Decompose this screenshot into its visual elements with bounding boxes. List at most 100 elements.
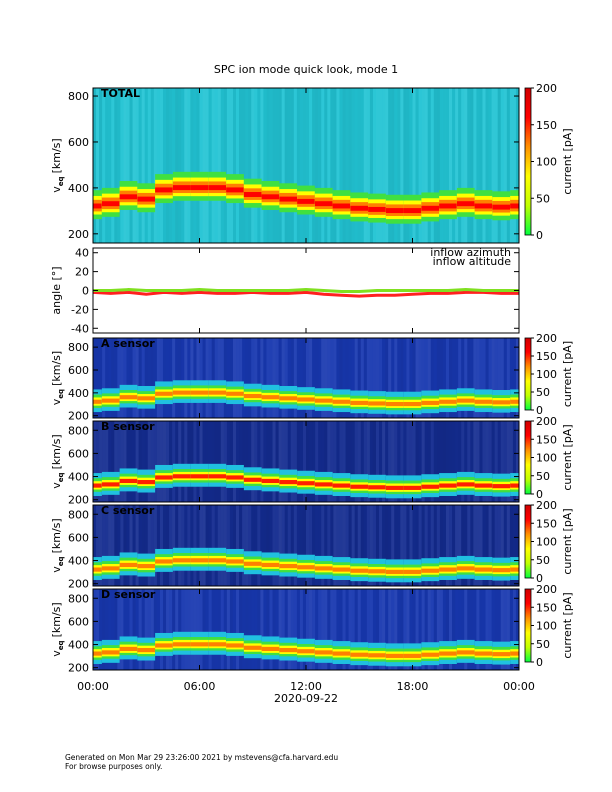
noise-stripe xyxy=(123,88,127,243)
spectrogram-band xyxy=(332,651,351,656)
spectrogram-band xyxy=(101,201,120,207)
noise-stripe xyxy=(299,589,303,670)
noise-stripe xyxy=(360,505,364,586)
noise-stripe xyxy=(333,88,337,243)
noise-stripe xyxy=(99,589,103,670)
noise-stripe xyxy=(506,421,510,502)
spectrogram-band xyxy=(261,646,280,652)
noise-stripe xyxy=(421,505,425,586)
noise-stripe xyxy=(412,505,416,586)
angle-line xyxy=(93,288,519,293)
noise-stripe xyxy=(208,88,212,243)
noise-stripe xyxy=(141,88,145,243)
spectrogram-band xyxy=(350,568,369,573)
noise-stripe xyxy=(442,338,446,418)
noise-stripe xyxy=(263,505,267,586)
noise-stripe xyxy=(458,421,462,502)
noise-stripe xyxy=(93,505,97,586)
noise-stripe xyxy=(360,338,364,418)
spectrogram-band xyxy=(155,391,173,396)
noise-stripe xyxy=(266,421,270,502)
panel-label: A sensor xyxy=(101,337,155,350)
noise-stripe xyxy=(339,88,343,243)
noise-stripe xyxy=(132,589,136,670)
noise-stripe xyxy=(439,338,443,418)
noise-stripe xyxy=(242,589,246,670)
noise-stripe xyxy=(403,589,407,670)
noise-stripe xyxy=(424,589,428,670)
noise-stripe xyxy=(111,421,115,502)
spectrogram-band xyxy=(474,651,493,656)
noise-stripe xyxy=(412,421,416,502)
spectrogram-band xyxy=(119,478,138,484)
noise-stripe xyxy=(132,505,136,586)
noise-stripe xyxy=(278,589,282,670)
noise-stripe xyxy=(202,338,206,418)
noise-stripe xyxy=(114,88,118,243)
noise-stripe xyxy=(391,505,395,586)
noise-stripe xyxy=(275,589,279,670)
spectrogram-band xyxy=(137,564,156,569)
noise-stripe xyxy=(287,338,291,418)
noise-stripe xyxy=(379,88,383,243)
noise-stripe xyxy=(245,589,249,670)
noise-stripe xyxy=(509,589,513,670)
noise-stripe xyxy=(196,589,200,670)
noise-stripe xyxy=(321,589,325,670)
noise-stripe xyxy=(506,88,510,243)
x-tick-label: 00:00 xyxy=(77,680,109,693)
noise-stripe xyxy=(269,589,273,670)
noise-stripe xyxy=(263,421,267,502)
noise-stripe xyxy=(120,421,124,502)
noise-stripe xyxy=(284,505,288,586)
noise-stripe xyxy=(254,589,258,670)
spectrogram-band xyxy=(385,653,404,658)
noise-stripe xyxy=(214,505,218,586)
noise-stripe xyxy=(476,589,480,670)
noise-stripe xyxy=(260,505,264,586)
spectrogram-band xyxy=(474,399,493,404)
y-label-unit: [km/s] xyxy=(50,434,63,469)
noise-stripe xyxy=(105,505,109,586)
noise-stripe xyxy=(330,505,334,586)
noise-stripe xyxy=(266,505,270,586)
noise-stripe xyxy=(318,421,322,502)
noise-stripe xyxy=(488,589,492,670)
noise-stripe xyxy=(479,421,483,502)
noise-stripe xyxy=(144,589,148,670)
noise-stripe xyxy=(512,505,516,586)
noise-stripe xyxy=(458,589,462,670)
spectrogram-band xyxy=(93,651,102,656)
noise-stripe xyxy=(306,88,310,243)
panel-label: B sensor xyxy=(101,420,155,433)
spectrogram-band xyxy=(226,475,244,480)
noise-stripe xyxy=(178,338,182,418)
spectrogram-band xyxy=(172,390,191,395)
spectrogram-band xyxy=(350,205,369,211)
noise-stripe xyxy=(111,338,115,418)
noise-stripe xyxy=(236,338,240,418)
noise-stripe xyxy=(330,589,334,670)
noise-stripe xyxy=(345,421,349,502)
noise-stripe xyxy=(147,338,151,418)
noise-stripe xyxy=(196,505,200,586)
noise-stripe xyxy=(105,421,109,502)
noise-stripe xyxy=(369,505,373,586)
y-axis-label: veq [km/s] xyxy=(50,434,65,488)
noise-stripe xyxy=(181,505,185,586)
colorbar-tick-label: 100 xyxy=(536,620,557,633)
spectrogram-band xyxy=(314,566,333,571)
y-tick-label: 400 xyxy=(68,639,89,652)
noise-stripe xyxy=(427,589,431,670)
noise-stripe xyxy=(236,88,240,243)
noise-stripe xyxy=(272,421,276,502)
noise-stripe xyxy=(424,338,428,418)
noise-stripe xyxy=(260,421,264,502)
noise-stripe xyxy=(290,505,294,586)
noise-stripe xyxy=(269,338,273,418)
noise-stripe xyxy=(232,589,237,670)
y-tick-label: 40 xyxy=(75,247,89,260)
noise-stripe xyxy=(278,88,282,243)
noise-stripe xyxy=(211,338,215,418)
